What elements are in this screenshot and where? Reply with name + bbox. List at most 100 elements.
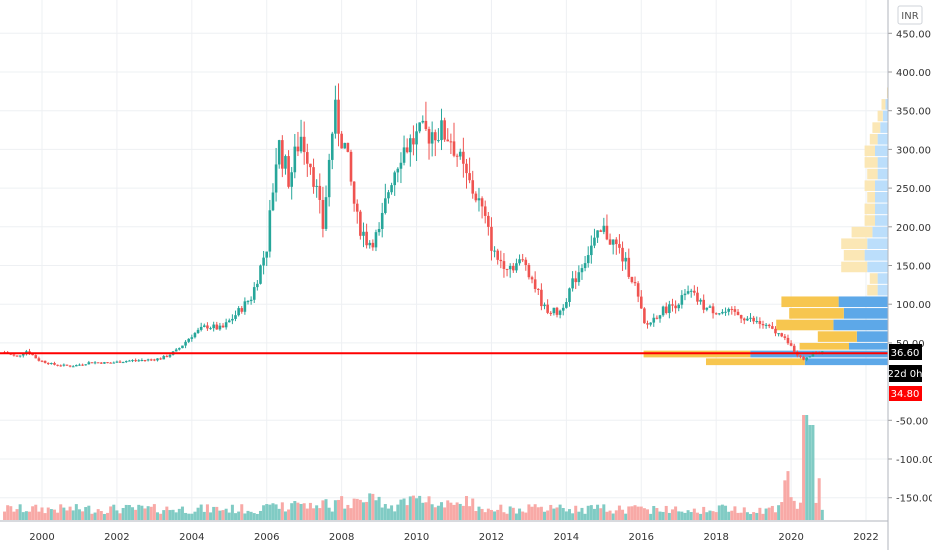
volume-bar [611, 513, 615, 520]
volume-bar [433, 507, 437, 520]
volume-bar [536, 507, 540, 520]
profile-bar-down [851, 226, 873, 238]
candle-body [281, 140, 284, 169]
volume-bar [752, 512, 756, 520]
volume-bar [93, 512, 97, 520]
candle-body [318, 185, 322, 200]
candle-body [84, 364, 87, 366]
candle-body [786, 337, 790, 344]
volume-bar [377, 496, 381, 520]
volume-bar [552, 508, 556, 520]
volume-bar [764, 508, 768, 520]
candle-body [593, 237, 596, 246]
volume-bar [739, 512, 743, 520]
volume-bar [365, 501, 369, 520]
candle-body [137, 360, 141, 362]
candle-body [402, 147, 406, 163]
y-tick-label: 350.00 [896, 107, 931, 118]
profile-bar-up [880, 122, 888, 133]
candle-body [43, 360, 47, 363]
candle-body [658, 315, 662, 319]
volume-bar [280, 502, 284, 520]
candle-body [546, 304, 549, 313]
volume-bar [680, 511, 684, 520]
volume-bar [608, 510, 612, 520]
candle-body [421, 120, 425, 123]
volume-bar [318, 508, 322, 520]
candle-body [583, 263, 587, 269]
volume-bar [146, 506, 150, 520]
last-price-badge [889, 344, 922, 360]
volume-bar [798, 502, 802, 520]
candle-body [577, 272, 581, 283]
volume-bar [140, 505, 144, 520]
volume-bar [134, 509, 138, 520]
candle-body [249, 299, 253, 302]
candle-body [574, 278, 578, 283]
x-tick-label: 2006 [254, 532, 279, 543]
volume-bar [667, 512, 671, 520]
volume-bar [430, 504, 434, 520]
candle-body [468, 173, 471, 181]
volume-bar [106, 512, 110, 520]
candle-body [689, 290, 693, 292]
volume-bar [361, 502, 365, 520]
volume-bar [589, 505, 593, 520]
volume-bar [549, 504, 553, 520]
candle-body [752, 317, 755, 322]
volume-bar [268, 504, 272, 520]
volume-bar [539, 506, 543, 520]
candle-body [618, 244, 621, 248]
volume-bar [224, 508, 228, 520]
candle-body [702, 299, 705, 310]
volume-bar [296, 502, 300, 520]
candle-body [274, 164, 278, 193]
volume-bar [371, 493, 375, 520]
profile-bar-up [838, 296, 888, 308]
profile-bar-down [872, 122, 881, 133]
candle-body [540, 289, 543, 307]
candle-body [174, 349, 178, 352]
volume-bar [458, 503, 462, 520]
candle-body [771, 326, 774, 329]
profile-bar-down [841, 238, 868, 250]
candle-body [427, 129, 431, 144]
volume-bars [3, 415, 824, 520]
volume-bar [649, 513, 653, 520]
currency-badge-box[interactable] [897, 5, 923, 25]
candle-body [259, 265, 262, 284]
volume-bar [686, 510, 690, 520]
volume-bar [480, 508, 484, 520]
volume-bar [795, 508, 799, 520]
volume-bar [655, 508, 659, 520]
candle-body [596, 230, 599, 238]
volume-bar [149, 506, 153, 520]
candle-body [580, 268, 584, 273]
profile-bar-down [881, 99, 886, 110]
candle-body [37, 358, 41, 361]
volume-bar [658, 511, 662, 520]
volume-bar [355, 498, 359, 520]
volume-bar [368, 493, 372, 520]
candle-body [162, 356, 166, 360]
candle-body [215, 324, 219, 330]
candle-body [558, 310, 562, 315]
profile-bar-down [864, 180, 875, 191]
candle-body [664, 306, 668, 314]
volume-bar [277, 508, 281, 520]
last-price-label: 36.60 [891, 348, 920, 359]
volume-bar [112, 504, 116, 520]
x-tick-label: 2004 [179, 532, 204, 543]
candle-body [206, 325, 209, 329]
candle-body [405, 147, 409, 153]
candle-body [708, 306, 712, 308]
volume-bar [287, 509, 291, 520]
volume-bar [418, 495, 422, 520]
volume-bar [630, 506, 634, 520]
volume-bar [77, 509, 81, 520]
volume-bar [580, 507, 584, 520]
candle-body [193, 333, 197, 338]
candle-body [21, 354, 25, 356]
